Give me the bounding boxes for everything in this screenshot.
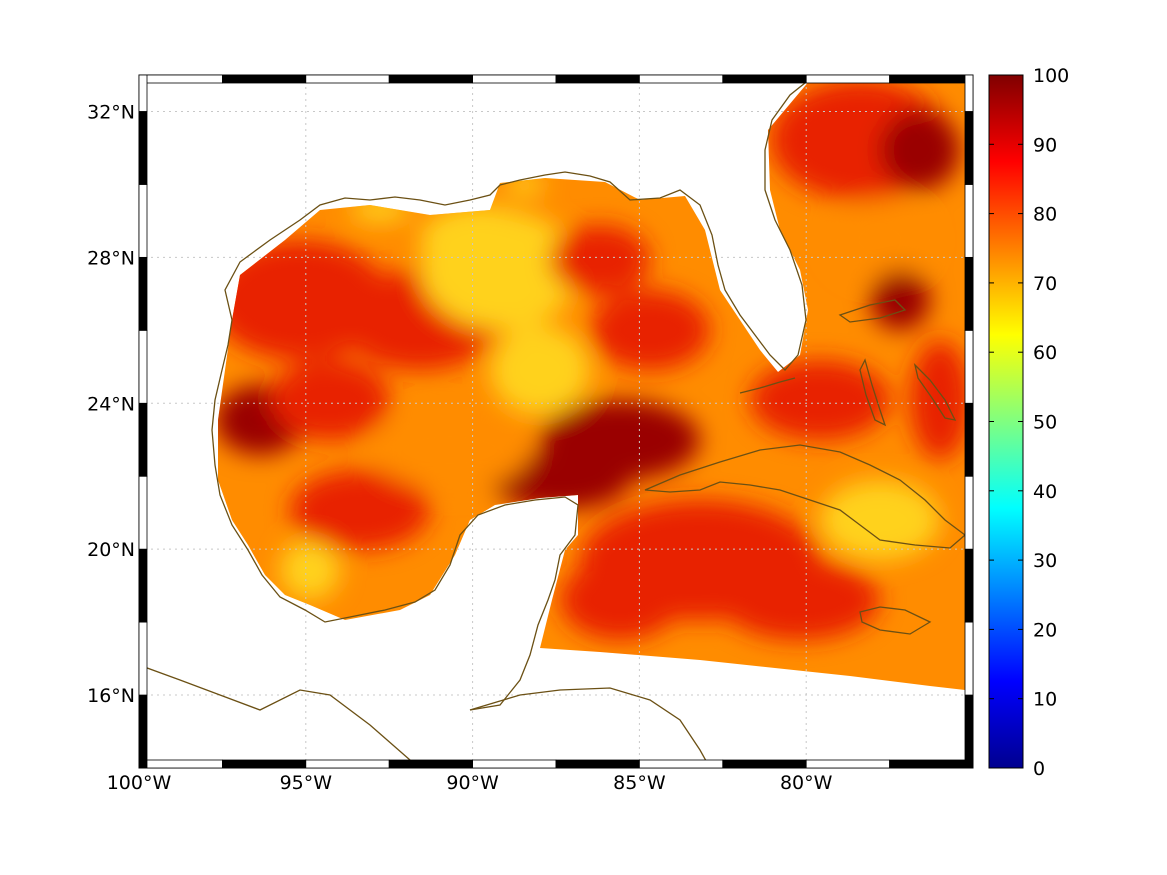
map-frame	[138, 74, 974, 769]
frame-segment	[805, 74, 891, 84]
frame-segment	[472, 759, 557, 769]
frame-segment	[964, 475, 974, 550]
frame-segment	[472, 74, 557, 84]
frame-segment	[138, 256, 148, 331]
lat-tick-label: 16°N	[87, 685, 135, 707]
frame-segment	[138, 548, 148, 623]
frame-segment	[555, 759, 640, 769]
frame-segment	[138, 475, 148, 550]
coastline-keys	[739, 377, 796, 394]
frame-segment	[964, 694, 974, 769]
coastline-gulf-west	[211, 319, 579, 711]
coastlines	[139, 75, 967, 768]
lon-tick-label: 95°W	[280, 772, 333, 794]
colorbar-tick-label: 20	[1033, 619, 1057, 641]
coastline-andros	[859, 358, 887, 427]
data-field	[218, 80, 965, 690]
colorbar-tick-label: 70	[1033, 273, 1057, 295]
frame-segment	[221, 759, 307, 769]
frame-segment	[138, 621, 148, 696]
lon-tick-label: 85°W	[613, 772, 666, 794]
lon-tick-label: 90°W	[446, 772, 499, 794]
colorbar-tick-label: 30	[1033, 550, 1057, 572]
lon-tick-label: 80°W	[780, 772, 833, 794]
frame-segment	[305, 74, 390, 84]
frame-segment	[138, 694, 148, 769]
lat-tick-label: 20°N	[87, 539, 135, 561]
frame-segment	[722, 74, 807, 84]
frame-segment	[138, 74, 223, 84]
colorbar-tick-label: 100	[1033, 65, 1069, 87]
coastline-cuba	[644, 444, 967, 549]
lat-tick-label: 28°N	[87, 247, 135, 269]
frame-segment	[138, 184, 148, 258]
frame-segment	[964, 74, 974, 112]
frame-segment	[805, 759, 891, 769]
frame-segment	[138, 759, 223, 769]
lat-tick-label: 24°N	[87, 393, 135, 415]
colorbar-tick-label: 40	[1033, 481, 1057, 503]
frame-segment	[555, 74, 640, 84]
coastline-grand-bahama	[838, 299, 907, 323]
frame-segment	[138, 329, 148, 404]
colorbar-tick-label: 60	[1033, 342, 1057, 364]
frame-segment	[964, 548, 974, 623]
frame-segment	[964, 111, 974, 185]
frame-segment	[889, 759, 974, 769]
frame-segment	[388, 74, 474, 84]
frame-segment	[639, 74, 724, 84]
latitude-labels: 32°N 28°N 24°N 20°N 16°N	[87, 101, 135, 707]
coastline-jamaica	[859, 606, 932, 635]
frame-segment	[388, 759, 474, 769]
colorbar-tick-label: 90	[1033, 134, 1057, 156]
frame-segment	[221, 74, 307, 84]
frame-segment	[639, 759, 724, 769]
longitude-labels: 100°W 95°W 90°W 85°W 80°W	[107, 772, 833, 794]
colorbar-gradient	[988, 74, 1024, 769]
frame-segment	[138, 402, 148, 477]
frame-segment	[138, 111, 148, 185]
frame-segment	[964, 256, 974, 331]
colorbar-tick-label: 50	[1033, 412, 1057, 434]
frame-segment	[964, 402, 974, 477]
gridlines	[139, 75, 973, 768]
colorbar-tick-label: 0	[1033, 758, 1045, 780]
coastline-eleuthera	[913, 362, 957, 421]
frame-segment	[964, 329, 974, 404]
coastline-gulf-north	[224, 75, 816, 371]
frame-segment	[138, 74, 148, 112]
colorbar-tick-label: 80	[1033, 204, 1057, 226]
frame-segment	[722, 759, 807, 769]
lat-tick-label: 32°N	[87, 101, 135, 123]
colorbar-tick-label: 10	[1033, 689, 1057, 711]
coastline-honduras	[469, 687, 711, 768]
frame-segment	[964, 621, 974, 696]
frame-segment	[964, 184, 974, 258]
frame-segment	[305, 759, 390, 769]
frame-segment	[889, 74, 974, 84]
coastline-central-america	[139, 664, 421, 768]
lon-tick-label: 100°W	[107, 772, 172, 794]
